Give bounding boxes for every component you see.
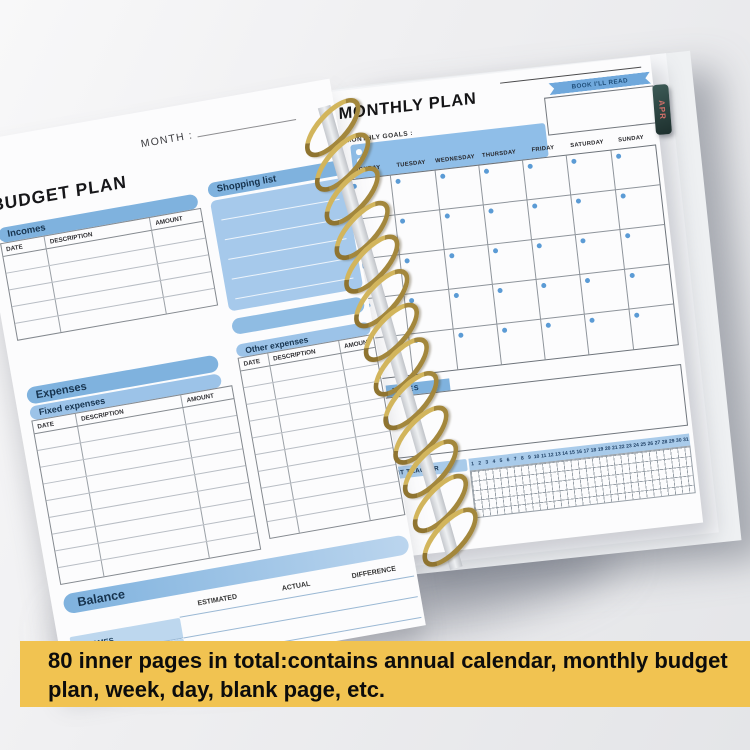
calendar-cell (536, 274, 586, 320)
date-dot-icon (527, 163, 534, 170)
date-dot-icon (532, 203, 538, 209)
month-tab-label: APR (656, 99, 668, 120)
month-field: MONTH : (140, 111, 296, 150)
calendar-cell (497, 319, 546, 365)
caption-text: 80 inner pages in total:contains annual … (48, 648, 728, 703)
habit-day-number: 31 (682, 436, 690, 444)
calendar-cell (488, 240, 537, 285)
date-dot-icon (395, 178, 402, 185)
calendar-cell (492, 279, 542, 325)
date-dot-icon (448, 253, 455, 259)
calendar-cell (523, 155, 572, 201)
calendar-cell (444, 245, 493, 290)
calendar-cell (624, 264, 674, 310)
calendar-cell (615, 185, 665, 231)
calendar-cell (541, 314, 590, 360)
date-dot-icon (453, 292, 459, 299)
ruled-line (235, 277, 354, 300)
date-dot-icon (633, 312, 640, 319)
date-dot-icon (541, 282, 547, 289)
date-dot-icon (444, 213, 450, 219)
calendar-cell (483, 200, 533, 246)
date-dot-icon (488, 208, 494, 214)
calendar-cell (585, 309, 634, 355)
calendar-cell (576, 230, 625, 275)
calendar-cell (620, 225, 669, 270)
date-dot-icon (576, 198, 582, 204)
date-dot-icon (497, 287, 503, 294)
calendar-cell (532, 235, 581, 280)
date-dot-icon (492, 248, 499, 254)
calendar-cell (479, 160, 528, 206)
date-dot-icon (439, 173, 446, 180)
calendar-cell (527, 195, 577, 241)
date-dot-icon (536, 243, 543, 249)
calendar-cell (435, 165, 484, 211)
calendar-cell (395, 210, 445, 256)
date-dot-icon (624, 232, 631, 239)
caption-banner: 80 inner pages in total:contains annual … (20, 641, 750, 707)
calendar-cell (629, 305, 678, 350)
date-dot-icon (615, 153, 622, 160)
fixed-expenses-table: DATE DESCRIPTION AMOUNT (31, 385, 262, 586)
month-write-line (197, 119, 296, 138)
calendar-cell (448, 284, 498, 330)
date-dot-icon (589, 317, 596, 324)
month-label: MONTH : (139, 129, 194, 151)
date-dot-icon (501, 327, 508, 334)
balance-label: Balance (76, 587, 127, 610)
calendar-cell (611, 145, 660, 191)
calendar-cell (571, 190, 621, 236)
date-dot-icon (545, 322, 552, 329)
calendar-cell (391, 170, 440, 216)
date-dot-icon (571, 158, 578, 165)
calendar-cell (439, 205, 489, 251)
calendar-cell (567, 150, 616, 196)
date-dot-icon (400, 218, 406, 224)
calendar-cell (453, 324, 502, 370)
date-dot-icon (620, 193, 626, 199)
calendar-cell (580, 269, 630, 315)
date-dot-icon (580, 238, 587, 244)
date-dot-icon (457, 332, 464, 339)
date-dot-icon (483, 168, 490, 175)
date-dot-icon (629, 272, 635, 279)
date-dot-icon (585, 277, 591, 284)
